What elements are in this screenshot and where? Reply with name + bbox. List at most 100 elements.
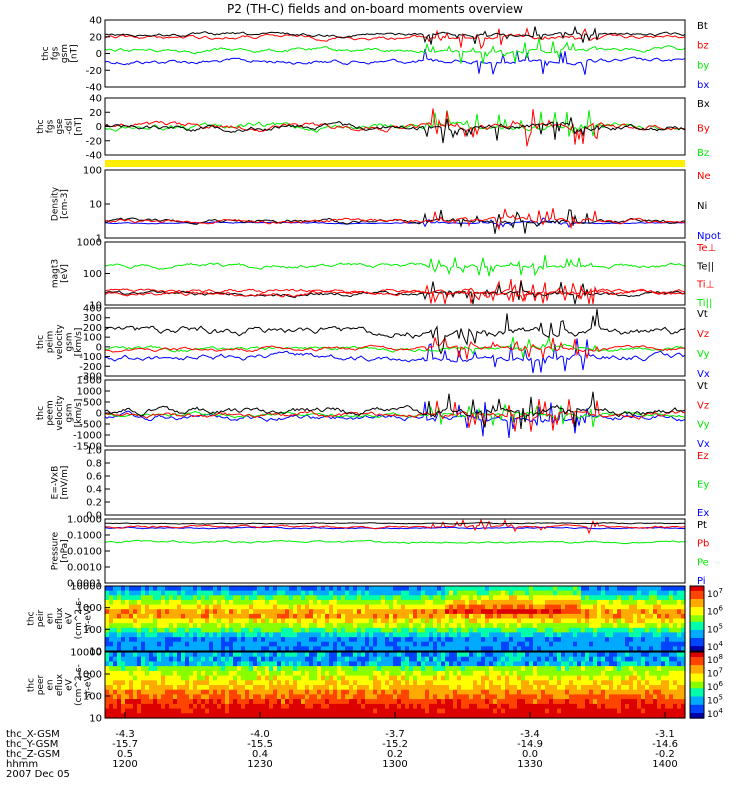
spectrogram-cell — [621, 641, 626, 647]
spectrogram-cell — [561, 703, 566, 710]
spectrogram-cell — [141, 699, 146, 705]
spectrogram-cell — [649, 694, 654, 700]
spectrogram-cell — [637, 713, 642, 719]
colorbar-cell — [690, 623, 704, 626]
spectrogram-cell — [321, 627, 326, 633]
spectrogram-cell — [629, 670, 634, 677]
spectrogram-cell — [353, 689, 358, 695]
spectrogram-cell — [105, 661, 110, 667]
spectrogram-cell — [113, 699, 118, 705]
spectrogram-cell — [529, 703, 534, 710]
spectrogram-cell — [233, 708, 238, 714]
spectrogram-cell — [185, 618, 190, 624]
spectrogram-cell — [581, 694, 586, 700]
spectrogram-cell — [357, 632, 362, 638]
spectrogram-cell — [173, 689, 178, 695]
spectrogram-cell — [361, 641, 366, 647]
spectrogram-cell — [385, 623, 390, 629]
spectrogram-cell — [341, 586, 346, 592]
spectrogram-cell — [121, 613, 126, 620]
spectrogram-cell — [449, 599, 454, 606]
spectrogram-cell — [421, 661, 426, 667]
spectrogram-cell — [405, 641, 410, 647]
y-tick-label: 40 — [89, 94, 102, 105]
y-axis-label: sr-eV) — [84, 672, 94, 698]
spectrogram-cell — [337, 613, 342, 620]
spectrogram-cell — [105, 637, 110, 643]
spectrogram-cell — [589, 661, 594, 667]
spectrogram-cell — [333, 694, 338, 700]
spectrogram-cell — [345, 618, 350, 624]
spectrogram-cell — [221, 609, 226, 615]
spectrogram-cell — [649, 646, 654, 652]
spectrogram-cell — [649, 656, 654, 662]
spectrogram-cell — [233, 666, 238, 672]
spectrogram-cell — [493, 666, 498, 672]
spectrogram-cell — [585, 586, 590, 592]
spectrogram-cell — [109, 604, 114, 610]
spectrogram-cell — [469, 646, 474, 652]
spectrogram-cell — [661, 656, 666, 662]
spectrogram-cell — [549, 703, 554, 710]
spectrogram-cell — [169, 689, 174, 695]
spectrogram-cell — [317, 670, 322, 677]
spectrogram-cell — [661, 694, 666, 700]
spectrogram-cell — [229, 699, 234, 705]
spectrogram-cell — [333, 604, 338, 610]
spectrogram-cell — [149, 713, 154, 719]
spectrogram-cell — [665, 637, 670, 643]
spectrogram-cell — [221, 632, 226, 638]
spectrogram-cell — [341, 604, 346, 610]
spectrogram-cell — [465, 604, 470, 610]
spectrogram-cell — [241, 699, 246, 705]
spectrogram-cell — [477, 699, 482, 705]
spectrogram-cell — [229, 623, 234, 629]
spectrogram-cell — [253, 646, 258, 652]
spectrogram-cell — [449, 604, 454, 610]
colorbar-cell — [690, 655, 704, 658]
spectrogram-cell — [273, 646, 278, 652]
spectrogram-cell — [185, 694, 190, 700]
spectrogram-cell — [589, 694, 594, 700]
spectrogram-cell — [425, 652, 430, 658]
spectrogram-cell — [473, 595, 478, 601]
spectrogram-cell — [653, 675, 658, 681]
spectrogram-cell — [581, 666, 586, 672]
spectrogram-cell — [161, 646, 166, 652]
spectrogram-cell — [521, 599, 526, 606]
spectrogram-cell — [133, 652, 138, 658]
spectrogram-cell — [361, 666, 366, 672]
spectrogram-cell — [237, 670, 242, 677]
spectrogram-cell — [437, 604, 442, 610]
spectrogram-cell — [601, 637, 606, 643]
spectrogram-cell — [677, 599, 682, 606]
spectrogram-cell — [185, 680, 190, 686]
spectrogram-cell — [497, 694, 502, 700]
spectrogram-cell — [369, 646, 374, 652]
spectrogram-cell — [513, 627, 518, 633]
spectrogram-cell — [485, 703, 490, 710]
trace-bx — [104, 48, 686, 75]
spectrogram-cell — [597, 713, 602, 719]
spectrogram-cell — [225, 675, 230, 681]
spectrogram-cell — [381, 652, 386, 658]
spectrogram-cell — [577, 652, 582, 658]
spectrogram-cell — [317, 599, 322, 606]
spectrogram-cell — [537, 613, 542, 620]
spectrogram-cell — [665, 595, 670, 601]
spectrogram-cell — [465, 641, 470, 647]
spectrogram-cell — [361, 694, 366, 700]
legend-Npot: Npot — [697, 231, 721, 242]
spectrogram-cell — [585, 670, 590, 677]
spectrogram-cell — [173, 670, 178, 677]
spectrogram-cell — [365, 694, 370, 700]
spectrogram-cell — [297, 637, 302, 643]
spectrogram-cell — [681, 627, 686, 633]
colorbar-cell — [690, 653, 704, 656]
spectrogram-cell — [401, 623, 406, 629]
spectrogram-cell — [265, 661, 270, 667]
spectrogram-cell — [109, 613, 114, 620]
spectrogram-cell — [633, 680, 638, 686]
x-tick-label-z: 0.5 — [117, 749, 133, 760]
spectrogram-cell — [501, 708, 506, 714]
